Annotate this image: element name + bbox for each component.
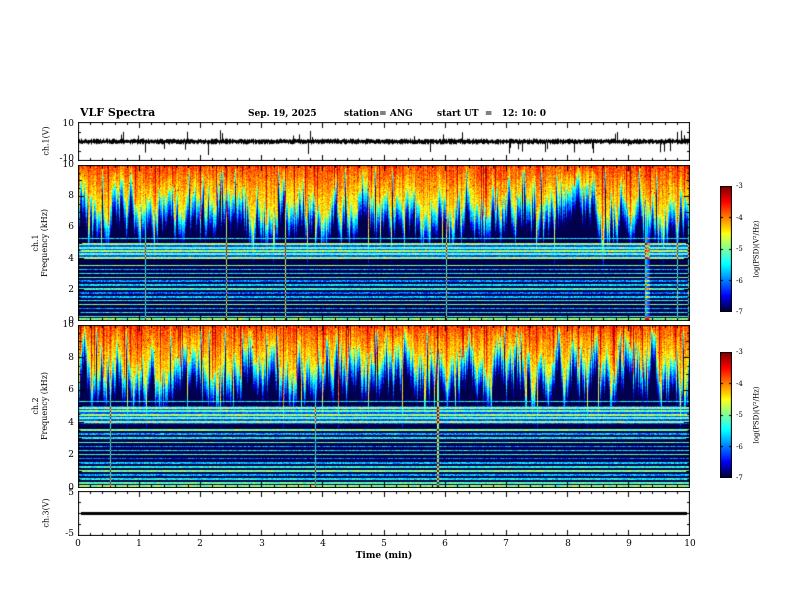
freq-tick-label: 8	[68, 191, 74, 201]
ch3-waveform-canvas	[78, 491, 690, 536]
ch2-spec-axis-label: ch.2 Frequency (kHz)	[31, 372, 49, 440]
colorbar-tick-label: -3	[736, 182, 743, 190]
x-tick-label: 9	[626, 539, 632, 549]
colorbar-1-axis-label: log(PSD)(V²/Hz)	[752, 220, 761, 278]
x-tick-label: 6	[442, 539, 448, 549]
plot-title: VLF Spectra	[80, 106, 156, 119]
colorbar-1-canvas	[720, 186, 732, 312]
start-ut-label: start UT = 12: 10: 0	[437, 109, 547, 119]
colorbar-tick-label: -6	[736, 443, 743, 451]
freq-tick-label: 6	[68, 222, 74, 232]
x-tick-label: 5	[381, 539, 387, 549]
colorbar-tick-label: -5	[736, 411, 743, 419]
colorbar-tick-label: -4	[736, 380, 743, 388]
colorbar-tick-label: -3	[736, 348, 743, 356]
x-tick-label: 4	[320, 539, 326, 549]
colorbar-tick-label: -7	[736, 474, 743, 482]
colorbar-tick-label: -7	[736, 308, 743, 316]
date-label: Sep. 19, 2025	[248, 109, 317, 119]
colorbar-tick-label: -6	[736, 277, 743, 285]
x-tick-label: 0	[75, 539, 81, 549]
freq-tick-label: 2	[68, 450, 74, 460]
x-tick-label: 8	[565, 539, 571, 549]
ch1v-ytick-top: 10	[62, 119, 74, 129]
x-tick-label: 2	[197, 539, 203, 549]
ch1v-axis-label: ch.1(V)	[41, 126, 51, 156]
freq-tick-label: 8	[68, 353, 74, 363]
colorbar-2-axis-label: log(PSD)(V²/Hz)	[752, 386, 761, 444]
freq-tick-label: 4	[68, 254, 74, 264]
ch3v-ytick-bottom: -5	[65, 529, 74, 539]
colorbar-2-canvas	[720, 352, 732, 478]
colorbar-tick-label: -5	[736, 245, 743, 253]
freq-tick-label: 0	[68, 483, 74, 493]
x-tick-label: 7	[503, 539, 509, 549]
frequency-axis-label: Frequency (kHz)	[40, 208, 49, 278]
freq-tick-label: 0	[68, 316, 74, 326]
ch1-spectrogram-canvas	[78, 165, 690, 321]
freq-tick-label: 10	[62, 160, 74, 170]
x-tick-label: 1	[136, 539, 142, 549]
freq-tick-label: 6	[68, 385, 74, 395]
ch2-spec-channel-label: ch.2	[31, 397, 40, 415]
ch3v-axis-label: ch.3(V)	[41, 498, 51, 528]
colorbar-tick-label: -4	[736, 214, 743, 222]
frequency-axis-label: Frequency (kHz)	[40, 371, 49, 441]
ch1-spec-channel-label: ch.1	[31, 234, 40, 252]
x-tick-label: 3	[259, 539, 265, 549]
x-tick-label: 10	[684, 539, 696, 549]
ch3v-ytick-top: 5	[68, 488, 74, 498]
freq-tick-label: 10	[62, 320, 74, 330]
station-label: station= ANG	[344, 109, 413, 119]
ch1-spec-axis-label: ch.1 Frequency (kHz)	[31, 209, 49, 277]
time-axis-label: Time (min)	[355, 551, 413, 561]
ch2-spectrogram-canvas	[78, 325, 690, 488]
freq-tick-label: 4	[68, 418, 74, 428]
ch1v-ytick-bottom: -10	[59, 154, 75, 164]
freq-tick-label: 2	[68, 285, 74, 295]
ch1-waveform-canvas	[78, 122, 690, 161]
